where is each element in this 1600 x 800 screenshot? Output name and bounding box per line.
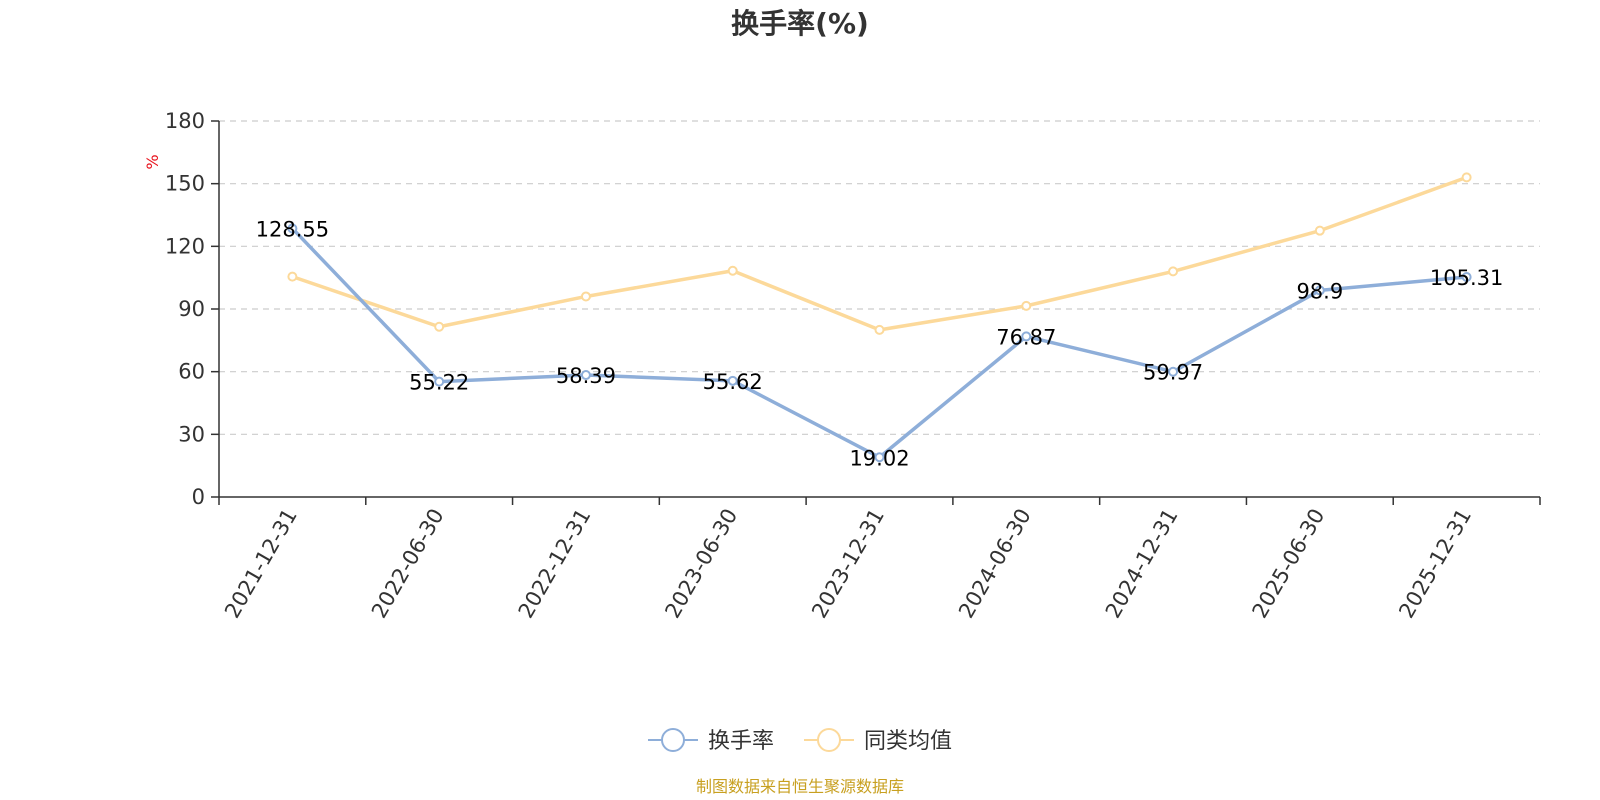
legend-label: 换手率 bbox=[708, 729, 774, 754]
data-point-peer-average bbox=[1021, 300, 1032, 311]
data-point-turnover bbox=[580, 370, 591, 381]
data-point-turnover bbox=[287, 223, 298, 234]
data-point-peer-average bbox=[727, 265, 738, 276]
x-tick-label: 2025-06-30 bbox=[1248, 505, 1330, 623]
data-label: 19.02 bbox=[849, 446, 909, 470]
legend-item-peer-average: 同类均值 bbox=[804, 728, 952, 754]
data-label: 58.39 bbox=[556, 364, 616, 388]
legend-item-turnover: 换手率 bbox=[648, 728, 774, 754]
data-point-peer-average bbox=[874, 324, 885, 335]
x-tick-label: 2022-06-30 bbox=[367, 504, 449, 622]
data-label: 128.55 bbox=[256, 217, 329, 241]
legend-label: 同类均值 bbox=[864, 729, 952, 754]
data-point-turnover bbox=[434, 376, 445, 387]
x-tick-label: 2022-12-31 bbox=[514, 505, 596, 623]
data-point-turnover bbox=[727, 375, 738, 386]
data-point-peer-average bbox=[287, 271, 298, 282]
x-tick-label: 2024-06-30 bbox=[954, 505, 1036, 623]
data-point-turnover bbox=[1021, 331, 1032, 342]
data-point-peer-average bbox=[1168, 266, 1179, 277]
source-note: 制图数据来自恒生聚源数据库 bbox=[696, 777, 904, 796]
legend: 换手率 同类均值 bbox=[648, 728, 952, 754]
x-tick-label: 2023-12-31 bbox=[807, 505, 889, 623]
legend-marker bbox=[661, 728, 685, 752]
data-label: 76.87 bbox=[996, 325, 1056, 349]
data-point-peer-average bbox=[580, 291, 591, 302]
y-axis-unit: % bbox=[143, 154, 162, 169]
data-point-peer-average bbox=[1314, 225, 1325, 236]
data-label: 55.22 bbox=[409, 371, 469, 395]
grid-lines bbox=[219, 120, 1540, 435]
data-label: 105.31 bbox=[1430, 266, 1503, 290]
axes: 0 30 60 90 120 150 180 2021-12-31 2022-06-30 2022… bbox=[165, 109, 1541, 623]
series-lines bbox=[287, 172, 1472, 463]
series-line-turnover bbox=[291, 227, 1467, 460]
y-tick-label: 90 bbox=[178, 297, 205, 321]
data-label: 98.9 bbox=[1296, 279, 1343, 303]
y-tick-label: 180 bbox=[165, 109, 205, 133]
data-point-turnover bbox=[874, 452, 885, 463]
data-label: 59.97 bbox=[1143, 361, 1203, 385]
x-tick-label: 2025-12-31 bbox=[1394, 505, 1476, 623]
data-point-turnover bbox=[1168, 366, 1179, 377]
data-point-turnover bbox=[1461, 272, 1472, 283]
legend-marker bbox=[817, 728, 841, 752]
y-tick-label: 120 bbox=[165, 234, 205, 258]
chart-title: 换手率(%) bbox=[731, 7, 869, 40]
x-tick-label: 2024-12-31 bbox=[1101, 505, 1183, 623]
y-tick-label: 150 bbox=[165, 172, 205, 196]
data-point-turnover bbox=[1314, 285, 1325, 296]
data-point-peer-average bbox=[1461, 172, 1472, 183]
data-labels: 128.55 55.22 58.39 55.62 19.02 76.87 59.97 98.9… bbox=[256, 217, 1504, 470]
y-tick-label: 30 bbox=[178, 422, 205, 446]
y-tick-label: 0 bbox=[192, 485, 205, 509]
data-label: 55.62 bbox=[703, 370, 763, 394]
y-tick-label: 60 bbox=[178, 360, 205, 384]
data-point-peer-average bbox=[434, 321, 445, 332]
x-tick-label: 2021-12-31 bbox=[220, 505, 302, 623]
x-tick-label: 2023-06-30 bbox=[660, 505, 742, 623]
